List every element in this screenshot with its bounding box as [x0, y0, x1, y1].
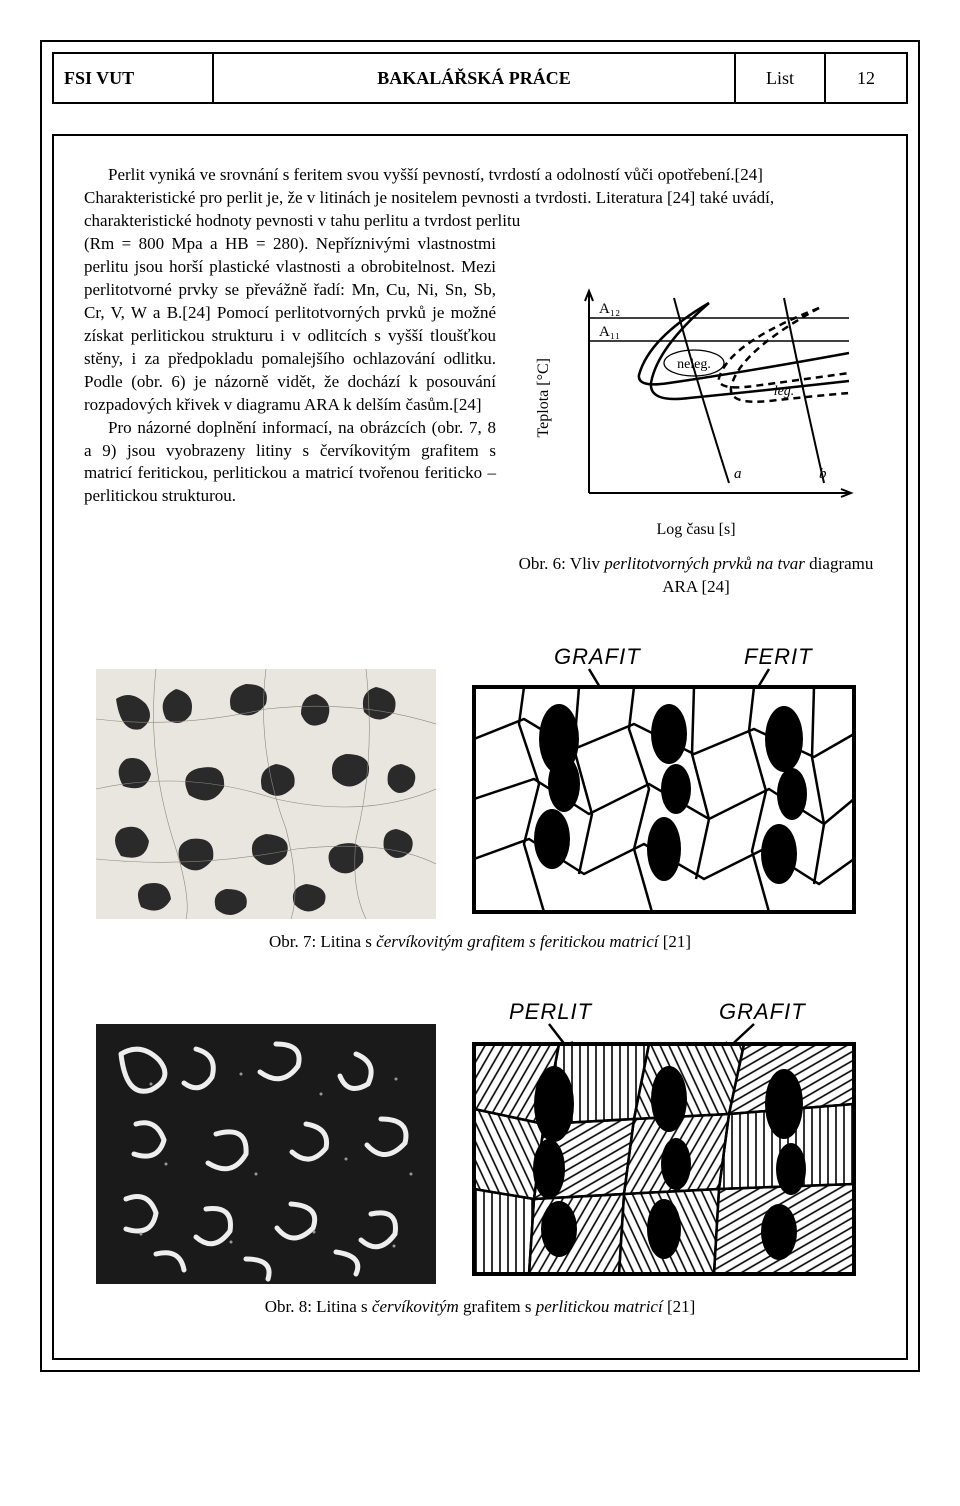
figure-7-row: GRAFIT FERIT [84, 639, 876, 919]
figure-6: Teplota [°C] A₁₂ A₁₁ [516, 233, 876, 598]
fig7-caption-suffix: [21] [658, 932, 691, 951]
fig8-caption-prefix: Obr. 8: Litina s [265, 1297, 372, 1316]
fig6-diagram: A₁₂ A₁₁ neleg. leg. [559, 283, 859, 513]
header-institution: FSI VUT [54, 54, 214, 102]
fig8-schematic: PERLIT GRAFIT [464, 994, 864, 1284]
fig6-caption-italic: perlitotvorných prvků na tvar [604, 554, 805, 573]
header-title: BAKALÁŘSKÁ PRÁCE [214, 54, 736, 102]
text-column: (Rm = 800 Mpa a HB = 280). Nepříznivými … [84, 233, 496, 598]
fig6-caption-prefix: Obr. 6: Vliv [519, 554, 605, 573]
fig8-caption-mid: grafitem s [459, 1297, 536, 1316]
page-outer-frame: FSI VUT BAKALÁŘSKÁ PRÁCE List 12 Perlit … [40, 40, 920, 1372]
fig6-ylabel: Teplota [°C] [533, 358, 555, 437]
fig8-perlit-label: PERLIT [509, 999, 593, 1024]
fig8-caption-suffix: [21] [663, 1297, 696, 1316]
fig6-label-b: b [819, 466, 827, 482]
fig8-micrograph [96, 1024, 436, 1284]
fig7-ferit-label: FERIT [744, 644, 813, 669]
fig7-caption-prefix: Obr. 7: Litina s [269, 932, 376, 951]
paragraph-1b: (Rm = 800 Mpa a HB = 280). Nepříznivými … [84, 233, 496, 417]
fig7-grafit-label: GRAFIT [554, 644, 641, 669]
fig8-caption: Obr. 8: Litina s červíkovitým grafitem s… [84, 1296, 876, 1319]
fig7-micrograph [96, 669, 436, 919]
fig6-xlabel: Log času [s] [516, 519, 876, 541]
fig7-schematic: GRAFIT FERIT [464, 639, 864, 919]
fig8-caption-italic2: perlitickou matricí [536, 1297, 663, 1316]
fig8-grafit-label: GRAFIT [719, 999, 806, 1024]
fig6-label-a: a [734, 466, 742, 482]
fig6-caption: Obr. 6: Vliv perlitotvorných prvků na tv… [516, 553, 876, 599]
paragraph-intro-full: Perlit vyniká ve srovnání s feritem svou… [84, 164, 876, 233]
header-list-label: List [736, 54, 826, 102]
fig7-caption: Obr. 7: Litina s červíkovitým grafitem s… [84, 931, 876, 954]
fig6-label-a11: A₁₁ [599, 324, 620, 340]
paragraph-2: Pro názorné doplnění informací, na obráz… [84, 417, 496, 509]
figure-8-row: PERLIT GRAFIT [84, 994, 876, 1284]
fig7-caption-italic: červíkovitým grafitem s feritickou matri… [376, 932, 658, 951]
fig8-caption-italic1: červíkovitým [372, 1297, 459, 1316]
header-page-number: 12 [826, 54, 906, 102]
fig6-label-a12: A₁₂ [599, 301, 620, 317]
fig6-label-leg: leg. [773, 384, 794, 399]
page-header: FSI VUT BAKALÁŘSKÁ PRÁCE List 12 [52, 52, 908, 104]
page-body: Perlit vyniká ve srovnání s feritem svou… [52, 134, 908, 1360]
